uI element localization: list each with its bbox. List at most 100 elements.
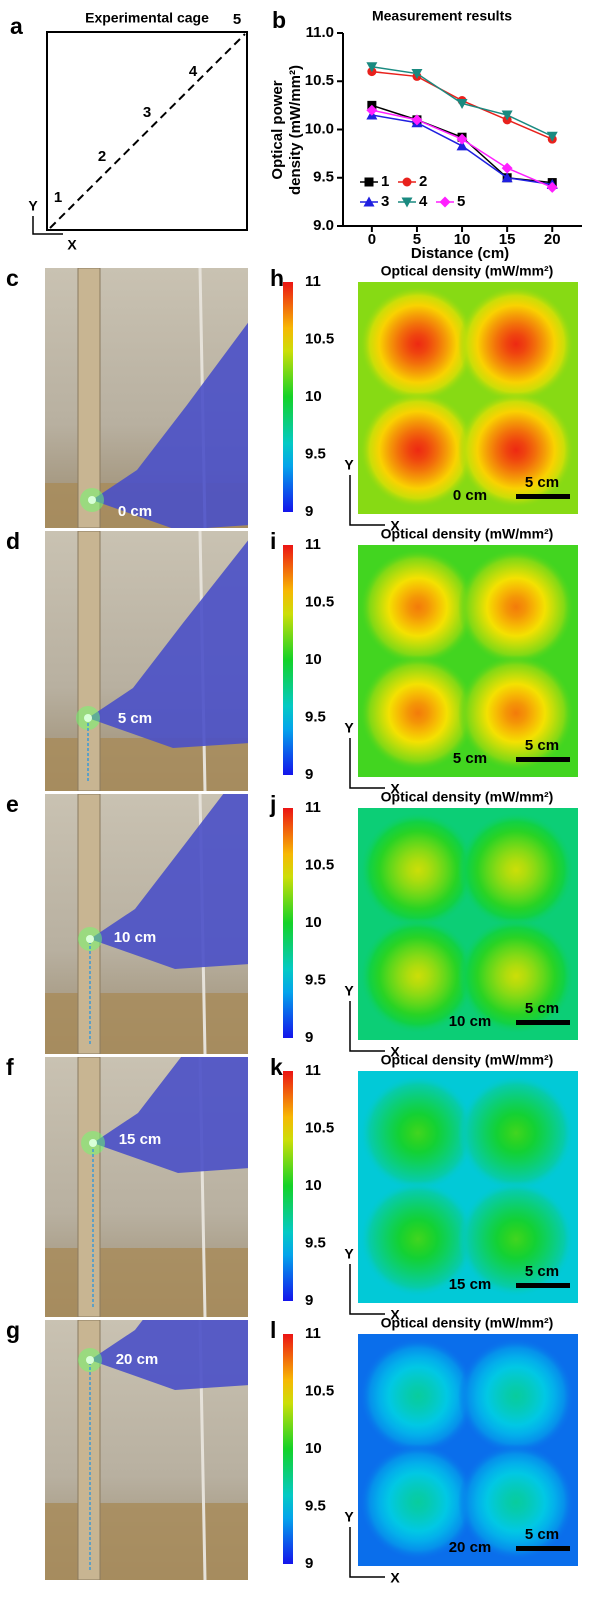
colorbar-tick-label: 9: [305, 1029, 313, 1046]
y-tick-label: 9.5: [313, 169, 334, 186]
scale-bar: [516, 1020, 570, 1025]
hot-spot: [458, 1338, 574, 1454]
photo-label: 0 cm: [118, 503, 152, 520]
x-tick-label: 20: [544, 231, 561, 248]
colorbar-tick-label: 9: [305, 503, 313, 520]
photo-label: 10 cm: [114, 929, 157, 946]
axis-label: Y: [344, 720, 354, 736]
ruler: [78, 531, 100, 791]
panel-letter: e: [6, 791, 19, 817]
axis-label: Y: [344, 1246, 354, 1262]
point-label: 2: [98, 148, 106, 165]
colorbar-tick-label: 9.5: [305, 708, 326, 725]
colorbar-tick-label: 11: [305, 536, 321, 553]
point-label: 3: [143, 104, 151, 121]
y-tick-label: 9.0: [313, 217, 334, 234]
map-title: Optical density (mW/mm²): [381, 263, 554, 279]
map-title: Optical density (mW/mm²): [381, 789, 554, 805]
colorbar-tick-label: 11: [305, 1062, 321, 1079]
y-axis-label: Optical power: [269, 80, 286, 179]
photo: [45, 531, 250, 818]
colorbar-tick-label: 9: [305, 766, 313, 783]
colorbar-tick-label: 9: [305, 1292, 313, 1309]
marker: [403, 178, 412, 187]
axis-label: X: [390, 1570, 400, 1586]
photo-label: 15 cm: [119, 1131, 162, 1148]
colorbar-tick-label: 9.5: [305, 1234, 326, 1251]
colorbar-tick-label: 10.5: [305, 1119, 334, 1136]
scale-bar-label: 5 cm: [525, 1263, 559, 1280]
ruler: [78, 794, 100, 1054]
colorbar-tick-label: 11: [305, 273, 321, 290]
sand: [45, 1248, 248, 1328]
y-tick-label: 11.0: [306, 24, 334, 41]
colorbar-tick-label: 10: [305, 1177, 322, 1194]
colorbar-tick-label: 10.5: [305, 856, 334, 873]
colorbar: [283, 1334, 293, 1564]
marker: [440, 197, 451, 208]
laser-spot: [86, 1356, 94, 1364]
map-label: 0 cm: [453, 487, 487, 504]
point-label: 4: [189, 63, 198, 80]
ruler: [78, 1057, 100, 1317]
panel-letter: j: [269, 791, 276, 817]
panel-letter: g: [6, 1317, 20, 1343]
photo-label: 20 cm: [116, 1351, 159, 1368]
colorbar: [283, 808, 293, 1038]
point-label: 5: [233, 11, 241, 28]
panel-letter: f: [6, 1054, 14, 1080]
scale-bar-label: 5 cm: [525, 1526, 559, 1543]
figure: a Experimental cage 1 2 3 4 5 Y X b Meas…: [0, 0, 597, 1616]
scale-bar: [516, 494, 570, 499]
scale-bar: [516, 757, 570, 762]
colorbar-tick-label: 9: [305, 1555, 313, 1572]
legend-label: 2: [419, 173, 427, 190]
colorbar-tick-label: 10: [305, 914, 322, 931]
colorbar-tick-label: 10: [305, 651, 322, 668]
colorbar-tick-label: 9.5: [305, 1497, 326, 1514]
scale-bar: [516, 1283, 570, 1288]
map-title: Optical density (mW/mm²): [381, 526, 554, 542]
axis-label: Y: [344, 457, 354, 473]
axis-label: Y: [344, 1509, 354, 1525]
colorbar-tick-label: 10: [305, 388, 322, 405]
y-axis-label: density (mW/mm²): [287, 65, 304, 195]
scale-bar-label: 5 cm: [525, 737, 559, 754]
scale-bar-label: 5 cm: [525, 474, 559, 491]
map-title: Optical density (mW/mm²): [381, 1052, 554, 1068]
point-label: 1: [54, 189, 62, 206]
hot-spot: [458, 1075, 574, 1191]
x-tick-label: 15: [499, 231, 516, 248]
legend-label: 1: [381, 173, 389, 190]
photo-label: 5 cm: [118, 710, 152, 727]
scale-bar: [516, 1546, 570, 1551]
hot-spot: [458, 549, 574, 665]
colorbar-tick-label: 11: [305, 799, 321, 816]
colorbar-tick-label: 10.5: [305, 330, 334, 347]
photo: [45, 759, 250, 1073]
panel-letter: h: [270, 265, 284, 291]
x-tick-label: 0: [368, 231, 376, 248]
panel-letter: k: [270, 1054, 283, 1080]
marker: [365, 178, 374, 187]
scale-bar-label: 5 cm: [525, 1000, 559, 1017]
cage-diagonal: [50, 34, 245, 228]
y-tick-label: 10.5: [305, 72, 334, 89]
x-tick-label: 10: [454, 231, 471, 248]
panel-letter: i: [270, 528, 276, 554]
colorbar: [283, 1071, 293, 1301]
colorbar-tick-label: 11: [305, 1325, 321, 1342]
laser-spot: [88, 496, 96, 504]
legend-label: 4: [419, 193, 428, 210]
y-tick-label: 10.0: [305, 120, 334, 137]
colorbar-tick-label: 10: [305, 1440, 322, 1457]
map-label: 10 cm: [449, 1013, 492, 1030]
panel-letter: b: [272, 7, 286, 33]
colorbar: [283, 282, 293, 512]
legend-label: 5: [457, 193, 465, 210]
map-label: 15 cm: [449, 1276, 492, 1293]
colorbar-tick-label: 9.5: [305, 445, 326, 462]
cage-title: Experimental cage: [85, 10, 209, 26]
laser-spot: [86, 935, 94, 943]
legend-label: 3: [381, 193, 389, 210]
